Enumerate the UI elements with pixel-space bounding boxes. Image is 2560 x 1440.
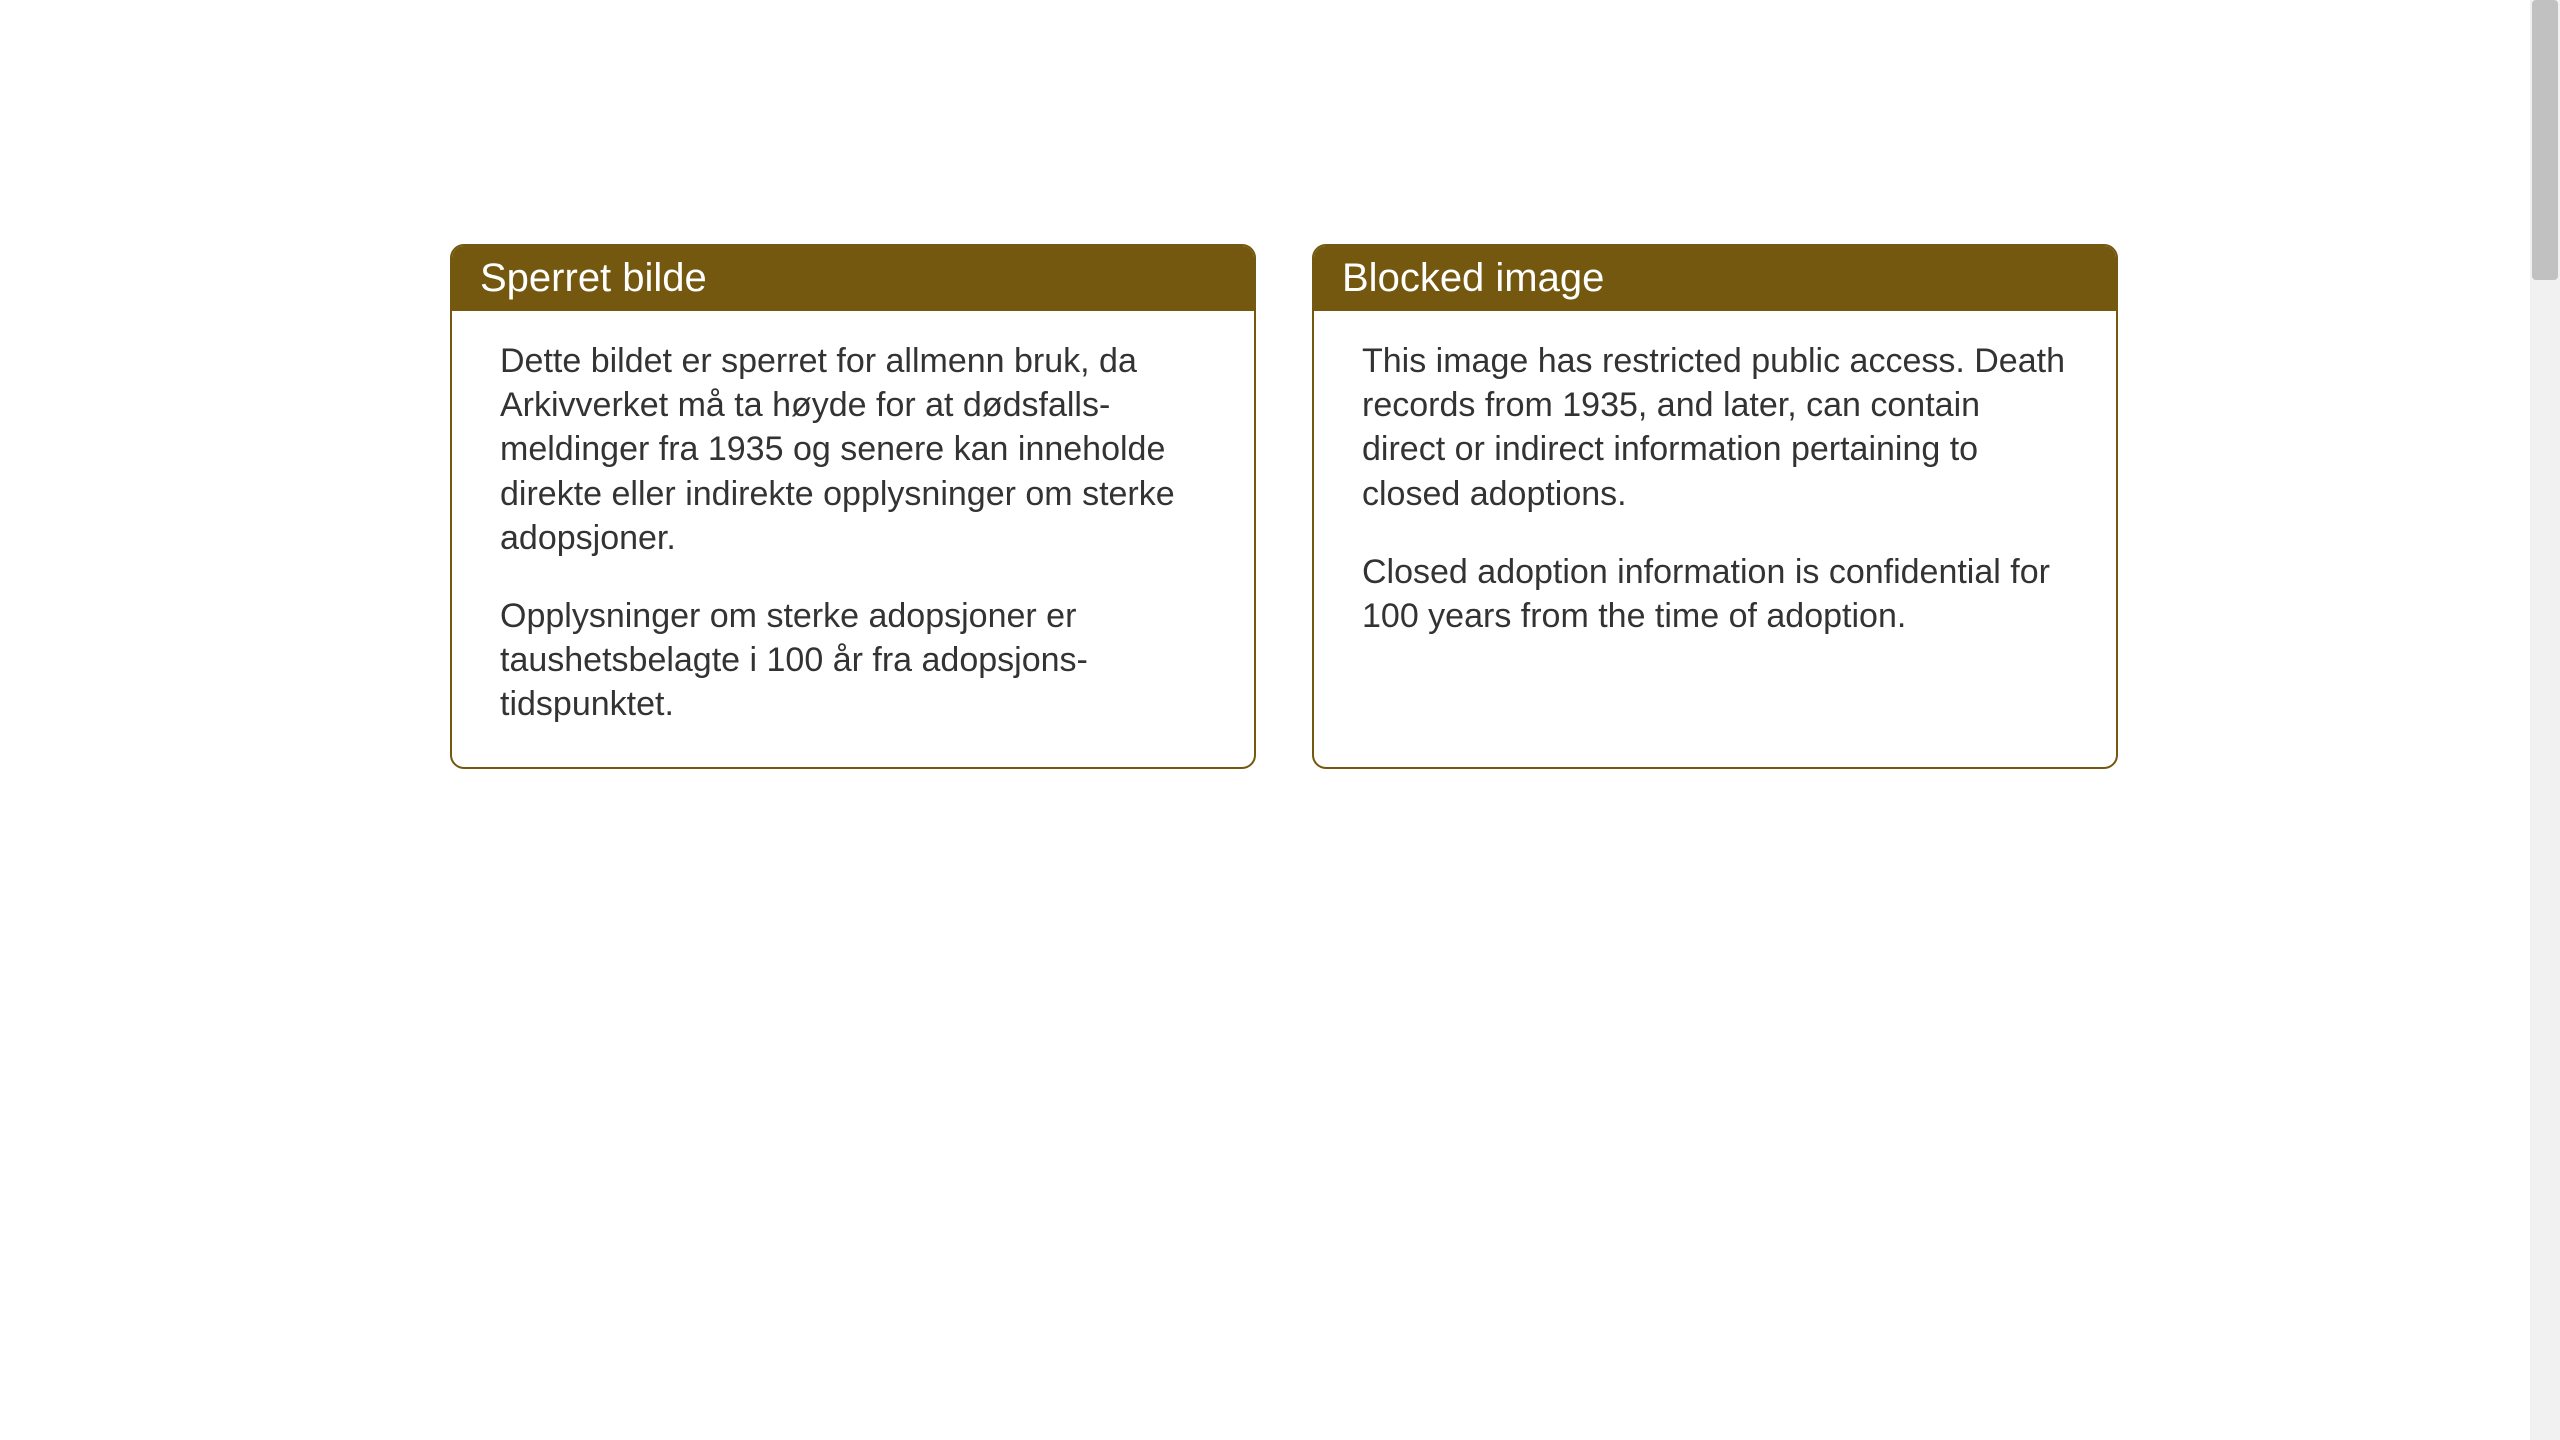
norwegian-card-title: Sperret bilde (452, 246, 1254, 311)
norwegian-card-body: Dette bildet er sperret for allmenn bruk… (452, 311, 1254, 767)
english-paragraph-2: Closed adoption information is confident… (1362, 550, 2068, 638)
scrollbar-thumb[interactable] (2532, 0, 2558, 280)
english-notice-card: Blocked image This image has restricted … (1312, 244, 2118, 769)
english-card-title: Blocked image (1314, 246, 2116, 311)
english-paragraph-1: This image has restricted public access.… (1362, 339, 2068, 516)
english-card-body: This image has restricted public access.… (1314, 311, 2116, 678)
norwegian-paragraph-2: Opplysninger om sterke adopsjoner er tau… (500, 594, 1206, 727)
norwegian-paragraph-1: Dette bildet er sperret for allmenn bruk… (500, 339, 1206, 560)
norwegian-notice-card: Sperret bilde Dette bildet er sperret fo… (450, 244, 1256, 769)
vertical-scrollbar[interactable] (2530, 0, 2560, 1440)
notice-container: Sperret bilde Dette bildet er sperret fo… (450, 244, 2118, 769)
